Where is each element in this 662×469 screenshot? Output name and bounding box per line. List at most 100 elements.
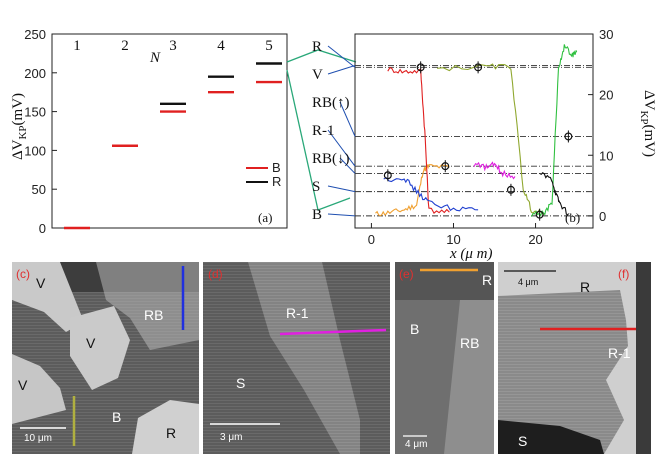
- image-c-region-label-R: R: [166, 425, 176, 441]
- y-tick-label-5: 250: [24, 27, 46, 42]
- image-d-region-R-1: [248, 262, 360, 454]
- y-tick-label-4: 200: [24, 66, 46, 81]
- image-c-region-V-bottom: [12, 354, 66, 424]
- image-c-region-label-V3: V: [18, 377, 28, 393]
- x-level-label-5: 5: [265, 38, 273, 54]
- image-f: (f) R R-1 S 4 μm: [498, 262, 651, 454]
- panel-a-legend: B R: [246, 160, 281, 189]
- panel-b-x-label: x (μ m): [449, 246, 493, 262]
- panel-a: 0 50 100 150 200 250 1 2 3 4 5 N ΔVKP(mV) B R (a): [10, 27, 288, 236]
- image-e-label: (e): [399, 267, 414, 281]
- y-tick-label-3: 150: [24, 105, 46, 120]
- panel-b-level-labels: RV RB(↑) R-1 RB(↓) SB: [312, 39, 350, 223]
- image-c-region-label-V1: V: [36, 275, 46, 291]
- x-level-label-4: 4: [217, 38, 225, 54]
- image-d-label: (d): [208, 267, 223, 281]
- image-c-region-label-V2: V: [86, 335, 96, 351]
- image-f-label: (f): [618, 267, 629, 281]
- level-label-4: RB(↓): [312, 151, 350, 167]
- b-x-tick-label-0: 0: [368, 232, 375, 247]
- series-line-2: [383, 177, 479, 212]
- b-y-tick-label-1: 10: [599, 148, 613, 163]
- image-c-scalebar-label: 10 μm: [24, 433, 52, 444]
- level-pointer-5: [327, 185, 356, 193]
- image-e-region-label-B: B: [410, 321, 419, 337]
- image-c-region-V-top: [12, 262, 84, 332]
- x-level-label-1: 1: [73, 38, 81, 54]
- image-d: (d) R-1 S 3 μm: [203, 262, 390, 454]
- image-c-region-R: [132, 400, 199, 454]
- y-tick-label-1: 50: [32, 182, 46, 197]
- b-y-tick-label-3: 30: [599, 27, 613, 42]
- image-f-region-S: [498, 420, 604, 454]
- level-label-2: RB(↑): [312, 95, 350, 111]
- image-f-region-label-S: S: [518, 433, 527, 449]
- image-f-region-R-1: [498, 290, 628, 454]
- level-pointer-6: [327, 213, 356, 217]
- panel-b-frame: [354, 33, 594, 229]
- b-x-tick-label-1: 10: [446, 232, 460, 247]
- panel-b-y-label: ΔVKP(mV): [638, 90, 657, 157]
- image-f-region-label-R-1: R-1: [608, 345, 631, 361]
- series-line-3: [473, 161, 516, 180]
- image-e-region-RB: [444, 300, 494, 454]
- image-d-scalebar-label: 3 μm: [220, 432, 242, 443]
- legend-label-B: B: [272, 160, 281, 175]
- image-e-scalebar-label: 4 μm: [405, 439, 427, 450]
- level-pointer-1: [327, 65, 356, 75]
- panel-b-label: (b): [565, 210, 580, 225]
- image-c-region-RB: [96, 262, 199, 350]
- series-line-1: [387, 66, 450, 214]
- b-x-tick-label-2: 20: [528, 232, 542, 247]
- image-c-region-V-middle: [70, 306, 130, 390]
- image-c-region-label-B: B: [112, 409, 121, 425]
- level-label-5: S: [312, 179, 320, 195]
- series-line-0: [375, 163, 450, 217]
- image-e-region-label-R: R: [482, 272, 492, 288]
- series-line-6: [539, 171, 569, 216]
- image-d-region-label-S: S: [236, 375, 245, 391]
- image-f-scalebar-label: 4 μm: [518, 277, 538, 287]
- x-level-label-2: 2: [121, 38, 129, 54]
- panel-a-y-label: ΔVKP(mV): [10, 93, 29, 160]
- panel-a-y-axis: 0 50 100 150 200 250: [24, 27, 57, 236]
- panel-b-x-axis: 0 10 20: [368, 223, 543, 247]
- level-label-3: R-1: [312, 123, 335, 139]
- x-level-label-3: 3: [169, 38, 177, 54]
- level-pointer-0: [327, 45, 356, 68]
- b-y-tick-label-2: 20: [599, 88, 613, 103]
- panel-b-level-pointers: [327, 45, 356, 217]
- image-f-dark-right: [636, 262, 651, 454]
- panel-a-marks: [64, 62, 282, 230]
- legend-label-R: R: [272, 174, 281, 189]
- y-tick-label-2: 100: [24, 143, 46, 158]
- image-c: (c) V V V RB B R 10 μm: [12, 262, 199, 454]
- b-y-tick-label-0: 0: [599, 209, 606, 224]
- y-tick-label-0: 0: [39, 221, 46, 236]
- panel-b-y-axis: 0 10 20 30: [588, 27, 613, 224]
- image-e-region-label-RB: RB: [460, 335, 479, 351]
- panel-a-x-levels: 1 2 3 4 5: [73, 38, 273, 54]
- image-c-region-label-RB: RB: [144, 307, 163, 323]
- level-pointer-4: [339, 157, 356, 174]
- level-pointer-2: [339, 101, 356, 137]
- level-label-0: R: [312, 39, 322, 55]
- level-pointer-3: [327, 129, 356, 167]
- image-c-label: (c): [16, 267, 30, 281]
- panel-b-markers: [383, 61, 573, 221]
- series-line-5: [530, 44, 578, 217]
- level-label-1: V: [312, 67, 323, 83]
- level-label-6: B: [312, 207, 322, 223]
- image-d-profile-magenta: [279, 328, 387, 336]
- image-f-region-label-R: R: [580, 279, 590, 295]
- image-d-region-label-R-1: R-1: [286, 305, 309, 321]
- series-line-4: [437, 63, 545, 216]
- image-e-top-band: [395, 262, 494, 300]
- panel-a-frame: [51, 33, 288, 229]
- connector-B: [286, 69, 351, 211]
- image-e: (e) R B RB 4 μm: [395, 262, 494, 454]
- panel-a-x-label: N: [149, 50, 161, 66]
- panel-a-label: (a): [258, 210, 272, 225]
